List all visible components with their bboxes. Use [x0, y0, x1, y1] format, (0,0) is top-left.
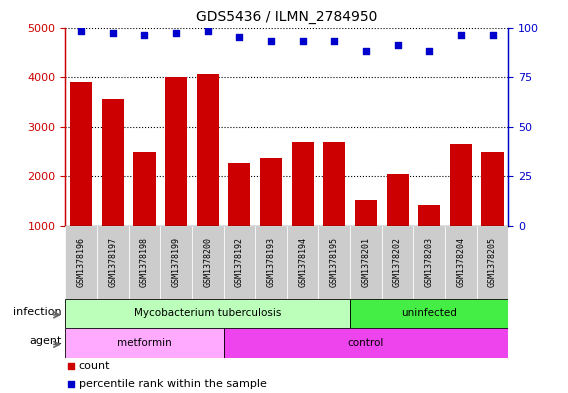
Bar: [65, 226, 97, 299]
Bar: [355, 200, 377, 275]
Point: [488, 32, 497, 39]
Text: GSM1378197: GSM1378197: [108, 237, 117, 287]
Bar: [414, 226, 445, 299]
Bar: [165, 77, 187, 275]
Point: [172, 30, 181, 37]
Bar: [350, 226, 382, 299]
Bar: [224, 226, 255, 299]
Text: count: count: [78, 362, 110, 371]
Bar: [291, 141, 314, 275]
Point: [456, 32, 465, 39]
Text: infection: infection: [14, 307, 62, 317]
Text: GSM1378196: GSM1378196: [77, 237, 86, 287]
Point: [140, 32, 149, 39]
Text: GSM1378203: GSM1378203: [425, 237, 434, 287]
Text: GSM1378204: GSM1378204: [457, 237, 465, 287]
Text: GSM1378199: GSM1378199: [172, 237, 181, 287]
Bar: [255, 226, 287, 299]
Text: GSM1378195: GSM1378195: [330, 237, 339, 287]
Point: [266, 38, 275, 44]
Bar: [477, 226, 508, 299]
Text: agent: agent: [30, 336, 62, 346]
Point: [203, 28, 212, 35]
Text: GSM1378200: GSM1378200: [203, 237, 212, 287]
Point: [235, 34, 244, 40]
Text: GSM1378192: GSM1378192: [235, 237, 244, 287]
Bar: [319, 226, 350, 299]
Bar: [323, 141, 345, 275]
Title: GDS5436 / ILMN_2784950: GDS5436 / ILMN_2784950: [196, 10, 378, 24]
Text: metformin: metformin: [117, 338, 172, 348]
Text: GSM1378202: GSM1378202: [393, 237, 402, 287]
Point: [425, 48, 434, 55]
Text: uninfected: uninfected: [402, 309, 457, 318]
Bar: [102, 99, 124, 275]
Point: [393, 42, 402, 48]
Bar: [482, 152, 504, 275]
Bar: [192, 226, 224, 299]
Bar: [350, 299, 508, 328]
Bar: [445, 226, 477, 299]
Bar: [418, 205, 440, 275]
Text: GSM1378194: GSM1378194: [298, 237, 307, 287]
Text: GSM1378201: GSM1378201: [361, 237, 370, 287]
Point: [298, 38, 307, 44]
Bar: [197, 74, 219, 275]
Text: GSM1378198: GSM1378198: [140, 237, 149, 287]
Bar: [160, 226, 192, 299]
Bar: [128, 226, 160, 299]
Text: percentile rank within the sample: percentile rank within the sample: [78, 379, 266, 389]
Bar: [382, 226, 414, 299]
Bar: [260, 158, 282, 275]
Point: [361, 48, 370, 55]
Bar: [97, 226, 128, 299]
Bar: [228, 163, 250, 275]
Bar: [133, 152, 156, 275]
Bar: [65, 328, 224, 358]
Bar: [386, 174, 409, 275]
Text: GSM1378193: GSM1378193: [266, 237, 275, 287]
Bar: [287, 226, 319, 299]
Bar: [65, 299, 350, 328]
Text: GSM1378205: GSM1378205: [488, 237, 497, 287]
Point: [242, 131, 251, 137]
Bar: [450, 144, 472, 275]
Point: [330, 38, 339, 44]
Point: [77, 28, 86, 35]
Bar: [70, 82, 92, 275]
Text: control: control: [348, 338, 384, 348]
Bar: [224, 328, 508, 358]
Point: [242, 292, 251, 298]
Point: [108, 30, 118, 37]
Text: Mycobacterium tuberculosis: Mycobacterium tuberculosis: [134, 309, 281, 318]
